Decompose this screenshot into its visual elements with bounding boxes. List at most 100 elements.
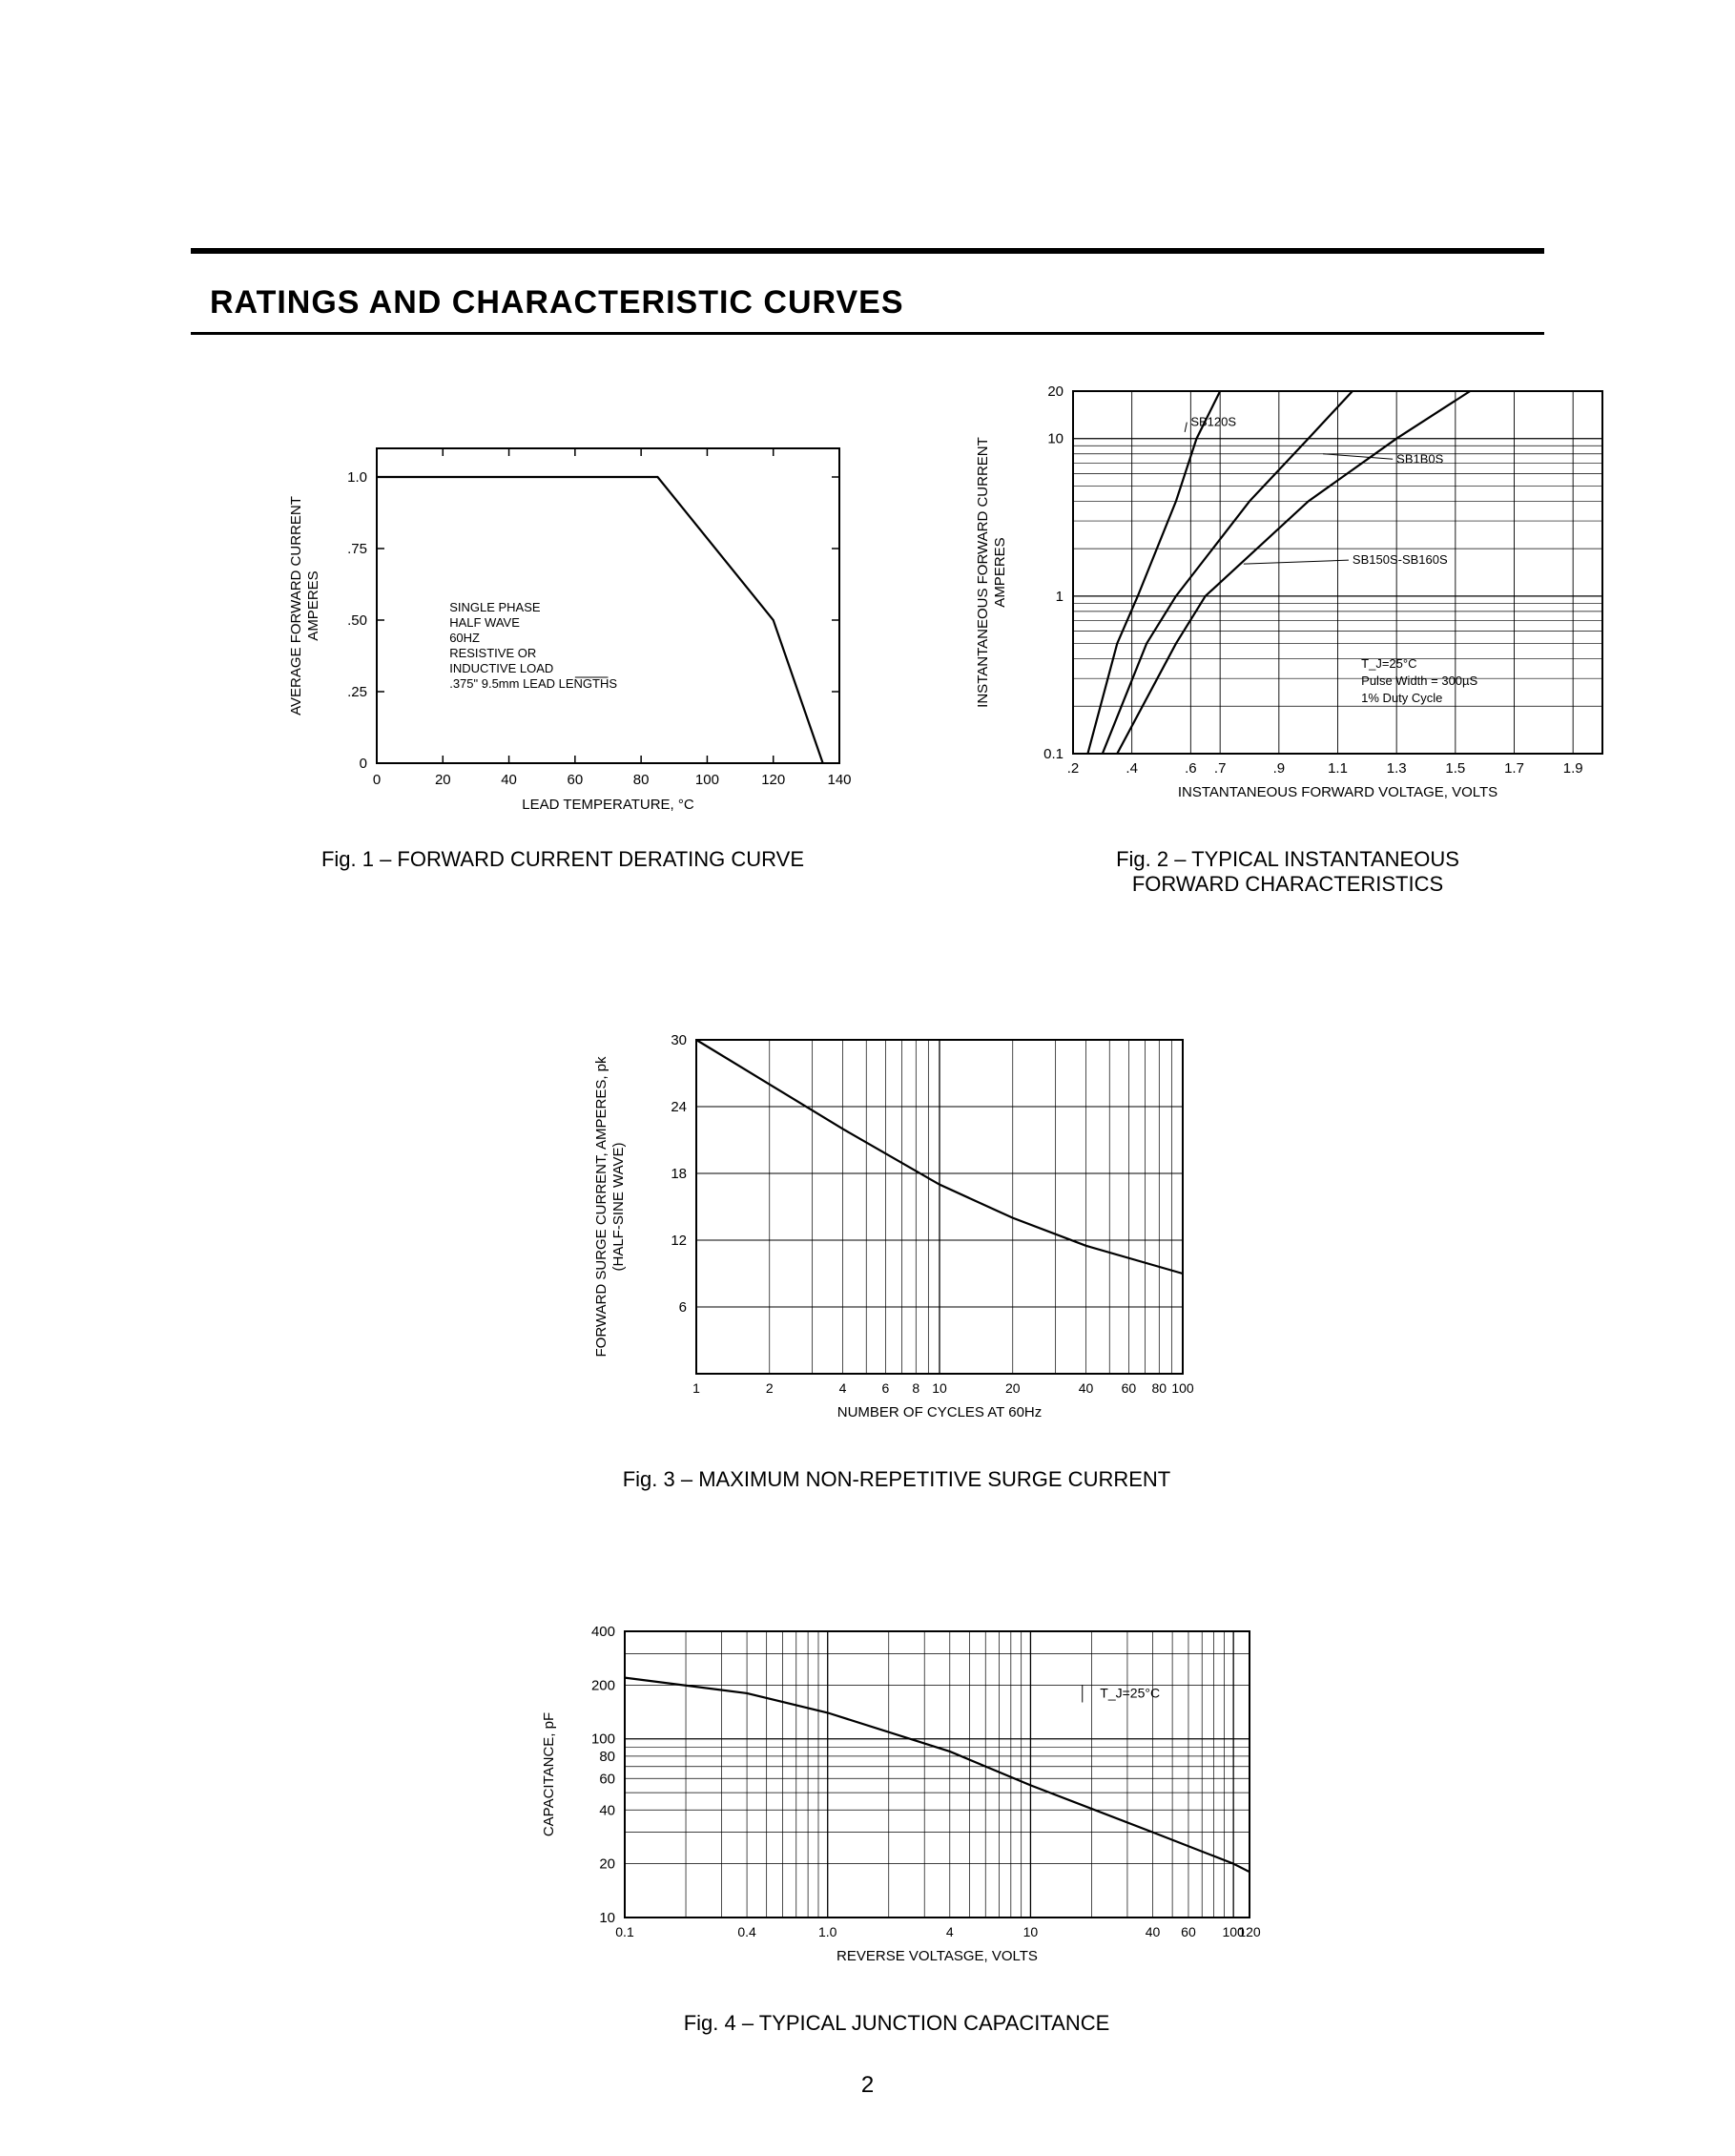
svg-text:80: 80 <box>1151 1380 1167 1396</box>
svg-text:0: 0 <box>360 756 367 772</box>
svg-text:60: 60 <box>1122 1380 1137 1396</box>
svg-text:60: 60 <box>568 772 584 788</box>
svg-text:SB1B0S: SB1B0S <box>1396 451 1443 466</box>
fig3-caption: Fig. 3 – MAXIMUM NON-REPETITIVE SURGE CU… <box>572 1467 1221 1492</box>
svg-text:1% Duty Cycle: 1% Duty Cycle <box>1361 691 1442 705</box>
svg-text:0.1: 0.1 <box>615 1924 634 1939</box>
svg-text:1.0: 1.0 <box>818 1924 837 1939</box>
svg-text:8: 8 <box>912 1380 919 1396</box>
svg-text:.6: .6 <box>1185 760 1197 777</box>
svg-text:2: 2 <box>766 1380 774 1396</box>
fig2-block: .2 .4 .6 .7 .9 1.1 1.3 1.5 1.7 1.9 0.1 1 10 20 SB120S S… <box>954 363 1621 897</box>
svg-text:400: 400 <box>591 1624 615 1640</box>
section-rule-bottom <box>191 332 1544 335</box>
svg-text:1.9: 1.9 <box>1563 760 1583 777</box>
fig1-block: 0 .25 .50 .75 1.0 0 20 40 60 80 100 120 140 SINGLE PH… <box>267 420 858 872</box>
svg-text:120: 120 <box>761 772 785 788</box>
svg-text:INDUCTIVE LOAD: INDUCTIVE LOAD <box>449 661 553 675</box>
svg-text:REVERSE VOLTASGE, VOLTS: REVERSE VOLTASGE, VOLTS <box>837 1948 1038 1964</box>
fig4-block: 0.10.41.04104060100120102040608010020040… <box>515 1612 1278 2036</box>
svg-text:60: 60 <box>1181 1924 1196 1939</box>
svg-text:0.1: 0.1 <box>1043 746 1064 762</box>
svg-text:6: 6 <box>679 1299 687 1316</box>
svg-text:CAPACITANCE, pF: CAPACITANCE, pF <box>541 1712 557 1836</box>
svg-text:140: 140 <box>827 772 851 788</box>
svg-text:80: 80 <box>599 1749 615 1765</box>
svg-text:40: 40 <box>501 772 517 788</box>
svg-text:.375" 9.5mm LEAD LENGTHS: .375" 9.5mm LEAD LENGTHS <box>449 676 617 691</box>
svg-text:12: 12 <box>671 1233 687 1249</box>
svg-text:40: 40 <box>1079 1380 1094 1396</box>
svg-text:40: 40 <box>1146 1924 1161 1939</box>
svg-text:T_J=25°C: T_J=25°C <box>1100 1686 1160 1701</box>
svg-text:100: 100 <box>1171 1380 1194 1396</box>
svg-text:.2: .2 <box>1067 760 1080 777</box>
svg-text:FORWARD SURGE CURRENT, AMPERES: FORWARD SURGE CURRENT, AMPERES, pk <box>593 1056 609 1358</box>
fig1-chart: 0 .25 .50 .75 1.0 0 20 40 60 80 100 120 140 SINGLE PH… <box>267 420 858 830</box>
svg-text:RESISTIVE OR: RESISTIVE OR <box>449 646 536 660</box>
svg-text:1.5: 1.5 <box>1445 760 1465 777</box>
svg-text:Pulse Width = 300µS: Pulse Width = 300µS <box>1361 674 1477 688</box>
svg-text:30: 30 <box>671 1032 687 1048</box>
page-number: 2 <box>0 2072 1735 2099</box>
svg-text:6: 6 <box>882 1380 890 1396</box>
svg-text:SINGLE PHASE: SINGLE PHASE <box>449 600 541 614</box>
svg-text:4: 4 <box>839 1380 847 1396</box>
svg-text:24: 24 <box>671 1099 687 1115</box>
svg-text:AMPERES: AMPERES <box>305 570 321 640</box>
svg-text:1: 1 <box>692 1380 700 1396</box>
svg-text:18: 18 <box>671 1166 687 1182</box>
svg-text:0: 0 <box>373 772 381 788</box>
svg-text:120: 120 <box>1238 1924 1261 1939</box>
fig1-caption: Fig. 1 – FORWARD CURRENT DERATING CURVE <box>267 847 858 872</box>
svg-text:200: 200 <box>591 1677 615 1693</box>
svg-text:20: 20 <box>599 1856 615 1873</box>
svg-text:.25: .25 <box>347 684 367 700</box>
svg-text:SB120S: SB120S <box>1190 415 1236 429</box>
svg-text:1: 1 <box>1056 589 1064 605</box>
datasheet-page: RATINGS AND CHARACTERISTIC CURVES 0 .25 .5… <box>0 0 1735 2156</box>
svg-text:.9: .9 <box>1273 760 1286 777</box>
section-rule-top <box>191 248 1544 254</box>
svg-text:60: 60 <box>599 1771 615 1787</box>
svg-text:10: 10 <box>599 1910 615 1926</box>
svg-text:20: 20 <box>435 772 451 788</box>
fig3-chart: 612182430124681020406080100NUMBER OF CYC… <box>572 1011 1221 1450</box>
svg-text:LEAD TEMPERATURE, °C: LEAD TEMPERATURE, °C <box>522 797 694 813</box>
svg-text:HALF WAVE: HALF WAVE <box>449 615 520 630</box>
svg-text:.4: .4 <box>1126 760 1138 777</box>
svg-text:SB150S-SB160S: SB150S-SB160S <box>1353 552 1448 567</box>
svg-text:60HZ: 60HZ <box>449 631 480 645</box>
svg-text:4: 4 <box>946 1924 954 1939</box>
svg-text:10: 10 <box>932 1380 947 1396</box>
svg-text:NUMBER OF CYCLES AT 60Hz: NUMBER OF CYCLES AT 60Hz <box>837 1404 1043 1420</box>
svg-text:20: 20 <box>1005 1380 1021 1396</box>
svg-text:10: 10 <box>1047 431 1064 447</box>
svg-text:1.7: 1.7 <box>1504 760 1524 777</box>
svg-text:40: 40 <box>599 1802 615 1818</box>
svg-text:(HALF-SINE WAVE): (HALF-SINE WAVE) <box>610 1142 627 1271</box>
svg-text:0.4: 0.4 <box>737 1924 756 1939</box>
fig3-block: 612182430124681020406080100NUMBER OF CYC… <box>572 1011 1221 1492</box>
svg-text:20: 20 <box>1047 384 1064 400</box>
fig2-caption: Fig. 2 – TYPICAL INSTANTANEOUS FORWARD C… <box>954 847 1621 897</box>
fig4-chart: 0.10.41.04104060100120102040608010020040… <box>515 1612 1278 1994</box>
svg-text:.75: .75 <box>347 541 367 557</box>
svg-text:.7: .7 <box>1214 760 1227 777</box>
svg-text:10: 10 <box>1023 1924 1039 1939</box>
fig4-caption: Fig. 4 – TYPICAL JUNCTION CAPACITANCE <box>515 2011 1278 2036</box>
svg-text:1.0: 1.0 <box>347 469 367 486</box>
svg-text:INSTANTANEOUS FORWARD CURRENT: INSTANTANEOUS FORWARD CURRENT <box>975 437 991 708</box>
svg-text:T_J=25°C: T_J=25°C <box>1361 656 1416 671</box>
svg-text:.50: .50 <box>347 612 367 629</box>
svg-text:100: 100 <box>591 1731 615 1748</box>
svg-text:1.1: 1.1 <box>1328 760 1348 777</box>
svg-text:AMPERES: AMPERES <box>992 537 1008 607</box>
svg-text:INSTANTANEOUS FORWARD VOLTAGE,: INSTANTANEOUS FORWARD VOLTAGE, VOLTS <box>1178 784 1497 800</box>
fig2-chart: .2 .4 .6 .7 .9 1.1 1.3 1.5 1.7 1.9 0.1 1 10 20 SB120S S… <box>954 363 1621 830</box>
svg-text:80: 80 <box>633 772 650 788</box>
svg-text:1.3: 1.3 <box>1387 760 1407 777</box>
svg-text:100: 100 <box>695 772 719 788</box>
section-title: RATINGS AND CHARACTERISTIC CURVES <box>210 284 904 321</box>
svg-text:AVERAGE FORWARD CURRENT: AVERAGE FORWARD CURRENT <box>288 496 304 715</box>
